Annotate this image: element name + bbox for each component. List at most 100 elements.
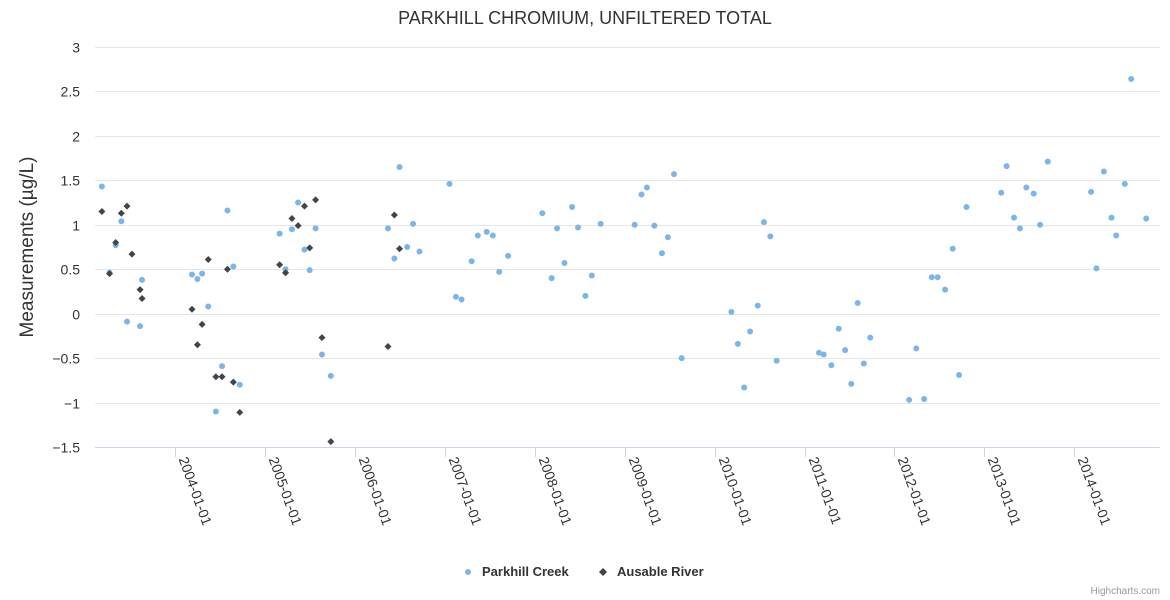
data-point-ausable-river[interactable] <box>236 408 244 416</box>
data-point-parkhill-creek[interactable] <box>483 228 490 235</box>
data-point-parkhill-creek[interactable] <box>288 226 295 233</box>
legend-item-ausable-river[interactable]: Ausable River <box>599 564 704 579</box>
data-point-parkhill-creek[interactable] <box>282 266 289 273</box>
data-point-parkhill-creek[interactable] <box>118 218 125 225</box>
data-point-parkhill-creek[interactable] <box>942 286 949 293</box>
data-point-ausable-river[interactable] <box>106 270 114 278</box>
data-point-parkhill-creek[interactable] <box>391 255 398 262</box>
data-point-parkhill-creek[interactable] <box>137 323 144 330</box>
data-point-parkhill-creek[interactable] <box>404 244 411 250</box>
data-point-parkhill-creek[interactable] <box>569 204 576 210</box>
data-point-ausable-river[interactable] <box>318 334 326 342</box>
data-point-parkhill-creek[interactable] <box>548 275 555 282</box>
data-point-parkhill-creek[interactable] <box>643 184 650 191</box>
data-point-parkhill-creek[interactable] <box>747 328 754 335</box>
data-point-ausable-river[interactable] <box>229 378 237 386</box>
data-point-parkhill-creek[interactable] <box>638 191 645 198</box>
data-point-parkhill-creek[interactable] <box>554 225 561 232</box>
data-point-parkhill-creek[interactable] <box>474 232 481 239</box>
data-point-parkhill-creek[interactable] <box>396 164 403 170</box>
data-point-parkhill-creek[interactable] <box>1011 214 1018 221</box>
data-point-parkhill-creek[interactable] <box>860 360 867 367</box>
data-point-parkhill-creek[interactable] <box>1093 265 1100 272</box>
data-point-parkhill-creek[interactable] <box>1100 168 1107 175</box>
data-point-parkhill-creek[interactable] <box>312 225 319 232</box>
data-point-parkhill-creek[interactable] <box>631 221 638 228</box>
data-point-parkhill-creek[interactable] <box>205 303 212 310</box>
data-point-ausable-river[interactable] <box>396 245 404 253</box>
data-point-ausable-river[interactable] <box>327 438 335 446</box>
data-point-parkhill-creek[interactable] <box>276 230 283 237</box>
data-point-parkhill-creek[interactable] <box>1108 214 1115 221</box>
data-point-parkhill-creek[interactable] <box>664 234 671 241</box>
data-point-parkhill-creek[interactable] <box>1143 215 1150 222</box>
data-point-parkhill-creek[interactable] <box>188 271 195 278</box>
data-point-parkhill-creek[interactable] <box>1088 188 1095 195</box>
data-point-parkhill-creek[interactable] <box>949 245 956 252</box>
data-point-parkhill-creek[interactable] <box>139 276 146 283</box>
data-point-ausable-river[interactable] <box>282 269 290 277</box>
data-point-ausable-river[interactable] <box>117 209 125 217</box>
data-point-ausable-river[interactable] <box>223 265 231 273</box>
data-point-ausable-river[interactable] <box>112 239 120 247</box>
data-point-parkhill-creek[interactable] <box>754 302 761 309</box>
data-point-parkhill-creek[interactable] <box>816 349 823 356</box>
data-point-parkhill-creek[interactable] <box>1113 232 1120 239</box>
data-point-parkhill-creek[interactable] <box>760 219 767 226</box>
credits-link[interactable]: Highcharts.com <box>1091 586 1160 597</box>
data-point-ausable-river[interactable] <box>193 341 201 349</box>
data-point-parkhill-creek[interactable] <box>301 246 308 253</box>
data-point-parkhill-creek[interactable] <box>658 250 665 257</box>
data-point-parkhill-creek[interactable] <box>1037 221 1044 228</box>
legend-item-parkhill-creek[interactable]: Parkhill Creek <box>465 564 569 579</box>
data-point-ausable-river[interactable] <box>204 255 212 263</box>
data-point-parkhill-creek[interactable] <box>597 220 604 227</box>
data-point-parkhill-creek[interactable] <box>913 345 920 352</box>
data-point-parkhill-creek[interactable] <box>1121 180 1128 187</box>
data-point-parkhill-creek[interactable] <box>306 267 313 274</box>
data-point-parkhill-creek[interactable] <box>561 260 568 266</box>
data-point-parkhill-creek[interactable] <box>828 362 835 369</box>
data-point-ausable-river[interactable] <box>136 286 144 294</box>
data-point-parkhill-creek[interactable] <box>582 292 589 299</box>
data-point-parkhill-creek[interactable] <box>1016 225 1023 232</box>
data-point-parkhill-creek[interactable] <box>224 207 231 214</box>
data-point-parkhill-creek[interactable] <box>773 357 780 364</box>
data-point-parkhill-creek[interactable] <box>539 210 546 217</box>
data-point-parkhill-creek[interactable] <box>1023 184 1030 191</box>
data-point-parkhill-creek[interactable] <box>458 296 465 303</box>
data-point-parkhill-creek[interactable] <box>1030 190 1037 197</box>
data-point-parkhill-creek[interactable] <box>934 274 941 281</box>
data-point-parkhill-creek[interactable] <box>1128 76 1135 82</box>
data-point-parkhill-creek[interactable] <box>854 300 861 306</box>
data-point-parkhill-creek[interactable] <box>820 351 827 358</box>
data-point-ausable-river[interactable] <box>218 373 226 381</box>
data-point-parkhill-creek[interactable] <box>956 372 963 378</box>
data-point-parkhill-creek[interactable] <box>416 248 423 255</box>
data-point-parkhill-creek[interactable] <box>384 225 391 232</box>
data-point-parkhill-creek[interactable] <box>906 396 913 403</box>
data-point-parkhill-creek[interactable] <box>489 232 496 239</box>
data-point-parkhill-creek[interactable] <box>734 340 741 347</box>
data-point-parkhill-creek[interactable] <box>928 274 935 281</box>
data-point-parkhill-creek[interactable] <box>199 270 206 277</box>
data-point-parkhill-creek[interactable] <box>194 276 201 282</box>
data-point-ausable-river[interactable] <box>138 295 146 303</box>
data-point-parkhill-creek[interactable] <box>1003 163 1010 170</box>
data-point-parkhill-creek[interactable] <box>678 355 685 362</box>
data-point-parkhill-creek[interactable] <box>921 396 928 402</box>
data-point-parkhill-creek[interactable] <box>963 204 970 210</box>
data-point-parkhill-creek[interactable] <box>998 189 1005 196</box>
data-point-ausable-river[interactable] <box>123 202 131 210</box>
data-point-parkhill-creek[interactable] <box>728 308 735 315</box>
data-point-parkhill-creek[interactable] <box>446 180 453 187</box>
data-point-parkhill-creek[interactable] <box>867 334 874 341</box>
data-point-parkhill-creek[interactable] <box>1044 158 1051 165</box>
data-point-ausable-river[interactable] <box>212 373 220 381</box>
data-point-parkhill-creek[interactable] <box>327 372 334 379</box>
data-point-ausable-river[interactable] <box>188 305 196 313</box>
data-point-parkhill-creek[interactable] <box>588 272 595 279</box>
data-point-parkhill-creek[interactable] <box>318 351 325 358</box>
data-point-ausable-river[interactable] <box>98 207 106 215</box>
data-point-ausable-river[interactable] <box>384 343 392 351</box>
